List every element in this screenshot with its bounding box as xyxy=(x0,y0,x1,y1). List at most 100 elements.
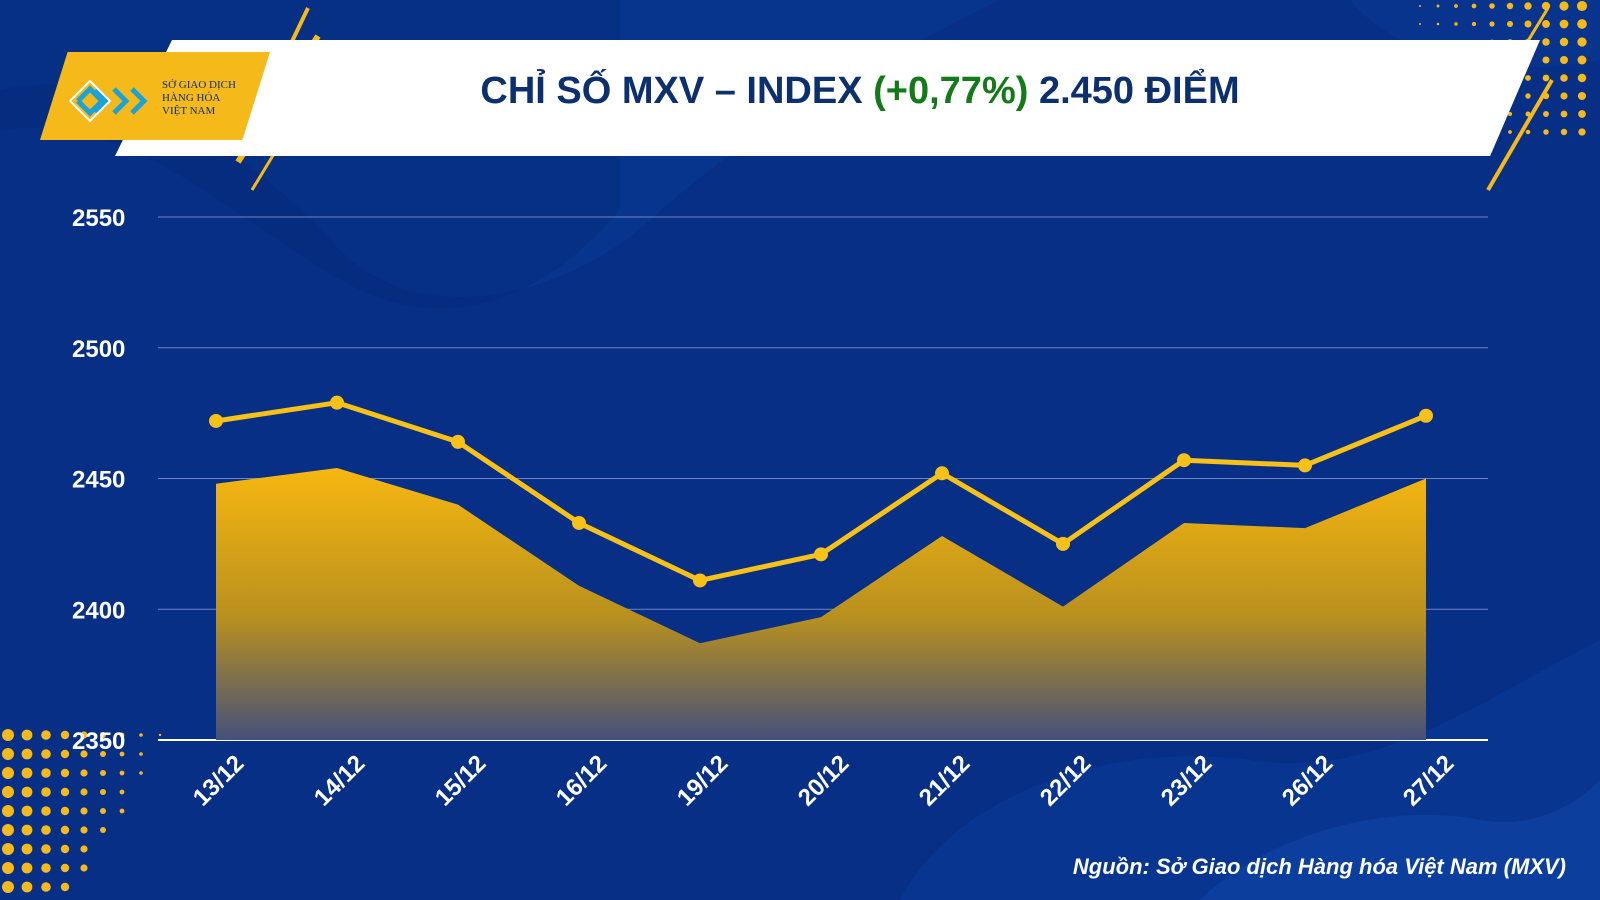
decor-dot xyxy=(41,730,51,740)
decor-dot xyxy=(41,844,51,854)
decor-dot xyxy=(60,806,70,816)
decor-dot xyxy=(41,749,51,759)
y-tick-label: 2550 xyxy=(72,205,125,232)
decor-dot xyxy=(100,789,106,795)
decor-dot xyxy=(80,826,88,834)
decor-dot xyxy=(21,824,33,836)
decor-dot xyxy=(1524,20,1532,28)
decor-dot xyxy=(1559,19,1569,29)
y-tick-label: 2350 xyxy=(72,728,125,755)
decor-dot xyxy=(21,748,33,760)
decor-dot xyxy=(80,788,88,796)
x-tick-label: 27/12 xyxy=(1398,750,1460,812)
decor-dot xyxy=(60,787,70,797)
x-tick-label: 22/12 xyxy=(1035,750,1097,812)
decor-dot xyxy=(21,786,33,798)
decor-dot xyxy=(1560,74,1568,82)
decor-dot xyxy=(1559,1,1569,11)
decor-dot xyxy=(158,733,162,737)
decor-dot xyxy=(1436,4,1440,8)
decor-dot xyxy=(2,843,14,855)
decor-dot xyxy=(2,729,14,741)
decor-dot xyxy=(1419,23,1421,25)
decor-dot xyxy=(1542,20,1550,28)
decor-dot xyxy=(80,807,88,815)
decor-dot xyxy=(1577,37,1587,47)
decor-dot xyxy=(1576,0,1588,12)
decor-dot xyxy=(1543,111,1549,117)
decor-dot xyxy=(119,732,125,738)
logo-line-1: SỞ GIAO DỊCH xyxy=(162,79,236,91)
decor-dot xyxy=(1506,2,1514,10)
decor-dot xyxy=(119,770,125,776)
decor-dot xyxy=(1578,110,1586,118)
decor-dot xyxy=(119,789,125,795)
x-tick-label: 15/12 xyxy=(430,750,492,812)
decor-dot xyxy=(139,733,143,737)
line-point xyxy=(935,466,949,481)
page-title: CHỈ SỐ MXV – INDEX (+0,77%) 2.450 ĐIỂM xyxy=(340,70,1380,113)
line-point xyxy=(572,515,586,530)
decor-dot xyxy=(2,748,14,760)
decor-dot xyxy=(1560,110,1568,118)
decor-dot xyxy=(21,862,33,874)
decor-dot xyxy=(1577,73,1587,83)
logo-banner xyxy=(40,52,270,140)
x-tick-label: 16/12 xyxy=(551,750,613,812)
decor-dot xyxy=(1559,37,1569,47)
decor-dot xyxy=(41,768,51,778)
decor-dot xyxy=(1525,93,1531,99)
line-point xyxy=(451,434,465,449)
decor-dot xyxy=(80,750,88,758)
decor-dot xyxy=(2,824,14,836)
decor-dot xyxy=(2,862,14,874)
decor-dot xyxy=(1471,21,1477,27)
logo-line-3: VIỆT NAM xyxy=(162,105,216,117)
y-tick-label: 2400 xyxy=(72,597,125,624)
decor-dot xyxy=(1525,75,1531,81)
x-tick-label: 13/12 xyxy=(188,750,250,812)
x-tick-label: 26/12 xyxy=(1277,750,1339,812)
line-point xyxy=(1419,408,1433,423)
decor-dot xyxy=(100,770,106,776)
decor-dot xyxy=(1577,91,1587,101)
decor-dot xyxy=(80,864,88,872)
line-point xyxy=(1298,458,1312,473)
decor-dot xyxy=(1508,130,1512,134)
decor-dot xyxy=(1524,2,1532,10)
line-point xyxy=(1056,536,1070,551)
decor-dot xyxy=(1489,21,1495,27)
decor-dot xyxy=(1560,128,1568,136)
decor-dot xyxy=(60,730,70,740)
x-tick-label: 21/12 xyxy=(914,750,976,812)
decor-dot xyxy=(2,805,14,817)
decor-dot xyxy=(60,882,70,892)
line-point xyxy=(330,395,344,410)
decor-dot xyxy=(41,882,51,892)
decor-dot xyxy=(41,863,51,873)
decor-dot xyxy=(60,768,70,778)
line-point xyxy=(1177,453,1191,468)
title-suffix: 2.450 ĐIỂM xyxy=(1038,70,1240,112)
decor-dot xyxy=(1543,129,1549,135)
decor-dot xyxy=(119,808,125,814)
decor-dot xyxy=(1454,22,1458,26)
decor-dot xyxy=(60,863,70,873)
decor-dot xyxy=(1560,92,1568,100)
decor-dot xyxy=(2,881,14,893)
line-point xyxy=(693,573,707,588)
line-point xyxy=(814,547,828,562)
decor-dot xyxy=(1454,4,1458,8)
mxv-logo-icon xyxy=(69,79,148,123)
x-tick-label: 20/12 xyxy=(793,750,855,812)
title-banner xyxy=(115,40,1540,156)
decor-dot xyxy=(41,825,51,835)
decor-dot xyxy=(21,843,33,855)
decor-dot xyxy=(21,767,33,779)
x-tick-label: 23/12 xyxy=(1156,750,1218,812)
decor-dot xyxy=(100,732,106,738)
decor-dot xyxy=(41,806,51,816)
decor-dot xyxy=(41,787,51,797)
logo-line-2: HÀNG HÓA xyxy=(162,92,221,104)
